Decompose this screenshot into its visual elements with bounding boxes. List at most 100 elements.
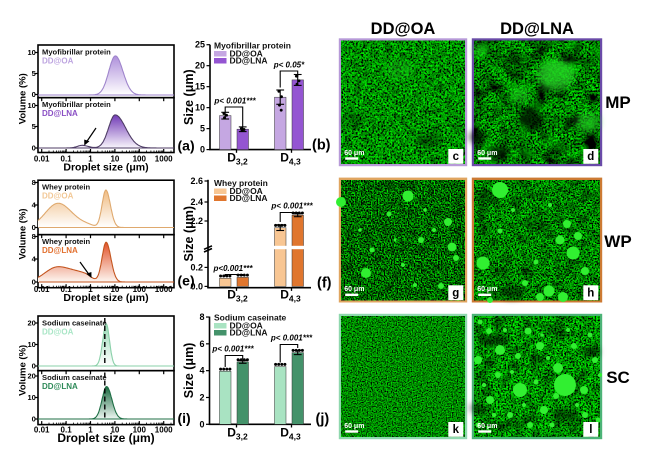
svg-text:60 μm: 60 μm bbox=[477, 286, 497, 293]
svg-text:1: 1 bbox=[88, 155, 93, 164]
svg-text:Size (μm): Size (μm) bbox=[182, 69, 196, 125]
svg-text:0.01: 0.01 bbox=[34, 426, 50, 435]
svg-text:Sodium caseinate: Sodium caseinate bbox=[214, 313, 287, 323]
svg-text:D3,2: D3,2 bbox=[227, 151, 248, 167]
svg-text:10: 10 bbox=[27, 48, 35, 57]
svg-text:0: 0 bbox=[32, 278, 36, 287]
svg-text:DD@OA: DD@OA bbox=[42, 192, 74, 201]
svg-text:0.1: 0.1 bbox=[61, 285, 73, 294]
svg-text:SC: SC bbox=[606, 368, 630, 387]
svg-text:l: l bbox=[589, 424, 592, 436]
svg-text:0: 0 bbox=[32, 223, 36, 232]
svg-text:60 μm: 60 μm bbox=[477, 423, 497, 430]
svg-text:Whey protein: Whey protein bbox=[42, 237, 90, 246]
svg-text:100: 100 bbox=[133, 155, 147, 164]
svg-text:0: 0 bbox=[32, 362, 36, 371]
svg-text:D3,2: D3,2 bbox=[227, 288, 248, 304]
svg-text:c: c bbox=[453, 151, 460, 163]
svg-text:20: 20 bbox=[27, 372, 35, 381]
svg-text:0: 0 bbox=[32, 144, 36, 153]
svg-text:1: 1 bbox=[88, 426, 93, 435]
svg-text:60 μm: 60 μm bbox=[344, 423, 364, 430]
svg-text:Myofibrillar protein: Myofibrillar protein bbox=[42, 100, 111, 109]
svg-text:DD@LNA: DD@LNA bbox=[230, 55, 268, 65]
svg-text:DD@LNA: DD@LNA bbox=[500, 20, 574, 38]
svg-text:0.01: 0.01 bbox=[34, 155, 50, 164]
svg-text:2.4: 2.4 bbox=[190, 197, 203, 207]
svg-text:60 μm: 60 μm bbox=[477, 150, 497, 157]
svg-text:DD@OA: DD@OA bbox=[230, 48, 263, 58]
svg-text:Myofibrillar protein: Myofibrillar protein bbox=[42, 48, 111, 57]
svg-text:Droplet size (μm): Droplet size (μm) bbox=[63, 162, 148, 174]
svg-text:DD@LNA: DD@LNA bbox=[42, 382, 78, 391]
svg-text:10: 10 bbox=[27, 393, 35, 402]
svg-text:(i): (i) bbox=[178, 410, 191, 426]
svg-text:p< 0.001***: p< 0.001*** bbox=[213, 97, 256, 106]
svg-text:DD@OA: DD@OA bbox=[42, 328, 74, 337]
svg-text:20: 20 bbox=[27, 319, 35, 328]
svg-text:6: 6 bbox=[199, 339, 204, 349]
svg-text:0.2: 0.2 bbox=[190, 262, 203, 272]
svg-text:Droplet size (μm): Droplet size (μm) bbox=[57, 431, 154, 445]
svg-text:(j): (j) bbox=[316, 412, 330, 428]
svg-text:100: 100 bbox=[133, 285, 147, 294]
svg-text:Volume (%): Volume (%) bbox=[18, 73, 29, 124]
svg-text:(a): (a) bbox=[178, 138, 195, 154]
svg-text:DD@LNA: DD@LNA bbox=[230, 193, 268, 203]
svg-text:5: 5 bbox=[200, 124, 205, 134]
svg-text:5: 5 bbox=[32, 122, 36, 131]
svg-text:10: 10 bbox=[27, 340, 35, 349]
svg-text:(b): (b) bbox=[312, 138, 331, 154]
svg-text:DD@LNA: DD@LNA bbox=[230, 327, 268, 337]
svg-text:4: 4 bbox=[32, 255, 37, 264]
svg-text:DD@OA: DD@OA bbox=[230, 320, 263, 330]
svg-text:D4,3: D4,3 bbox=[280, 151, 301, 167]
svg-text:8: 8 bbox=[32, 178, 36, 187]
svg-text:60 μm: 60 μm bbox=[344, 286, 364, 293]
svg-text:10: 10 bbox=[110, 155, 119, 164]
svg-text:(e): (e) bbox=[178, 273, 195, 289]
svg-text:10: 10 bbox=[27, 101, 35, 110]
svg-text:1000: 1000 bbox=[155, 155, 173, 164]
svg-text:D3,2: D3,2 bbox=[227, 426, 248, 442]
svg-text:1000: 1000 bbox=[155, 426, 173, 435]
svg-text:Whey protein: Whey protein bbox=[42, 183, 90, 192]
svg-text:0: 0 bbox=[199, 419, 204, 429]
svg-text:D4,3: D4,3 bbox=[280, 426, 301, 442]
svg-text:1: 1 bbox=[88, 285, 93, 294]
svg-text:Volume (%): Volume (%) bbox=[18, 208, 29, 259]
svg-text:Myofibrillar protein: Myofibrillar protein bbox=[214, 41, 291, 51]
svg-text:0.01: 0.01 bbox=[34, 285, 50, 294]
svg-text:DD@LNA: DD@LNA bbox=[42, 109, 78, 118]
svg-text:p<0.001***: p<0.001*** bbox=[213, 264, 254, 273]
svg-text:10: 10 bbox=[195, 103, 205, 113]
svg-text:8: 8 bbox=[199, 312, 204, 322]
svg-text:p< 0.001***: p< 0.001*** bbox=[211, 345, 254, 354]
svg-text:Volume (%): Volume (%) bbox=[18, 345, 29, 396]
svg-text:Sodium caseinate: Sodium caseinate bbox=[42, 319, 107, 328]
svg-text:D4,3: D4,3 bbox=[280, 288, 301, 304]
svg-text:Whey protein: Whey protein bbox=[214, 178, 268, 188]
svg-text:MP: MP bbox=[605, 93, 631, 112]
svg-text:Sodium caseinate: Sodium caseinate bbox=[42, 373, 107, 382]
svg-text:0: 0 bbox=[32, 415, 36, 424]
svg-text:DD@OA: DD@OA bbox=[42, 57, 74, 66]
svg-text:g: g bbox=[452, 288, 459, 300]
svg-text:d: d bbox=[587, 151, 594, 163]
svg-text:WP: WP bbox=[604, 232, 631, 251]
svg-text:25: 25 bbox=[195, 40, 205, 50]
svg-text:DD@OA: DD@OA bbox=[230, 186, 263, 196]
svg-text:1000: 1000 bbox=[155, 285, 173, 294]
svg-text:p< 0.001***: p< 0.001*** bbox=[270, 334, 313, 343]
svg-text:60 μm: 60 μm bbox=[344, 150, 364, 157]
svg-text:0: 0 bbox=[200, 145, 205, 155]
svg-text:p< 0.05*: p< 0.05* bbox=[273, 61, 305, 70]
svg-text:15: 15 bbox=[195, 82, 205, 92]
svg-text:8: 8 bbox=[32, 232, 36, 241]
svg-text:2.6: 2.6 bbox=[190, 176, 203, 186]
svg-text:0.0: 0.0 bbox=[190, 281, 203, 291]
svg-text:DD@LNA: DD@LNA bbox=[42, 246, 78, 255]
svg-text:DD@OA: DD@OA bbox=[371, 20, 436, 38]
svg-text:10: 10 bbox=[110, 426, 119, 435]
svg-text:0.1: 0.1 bbox=[61, 426, 73, 435]
